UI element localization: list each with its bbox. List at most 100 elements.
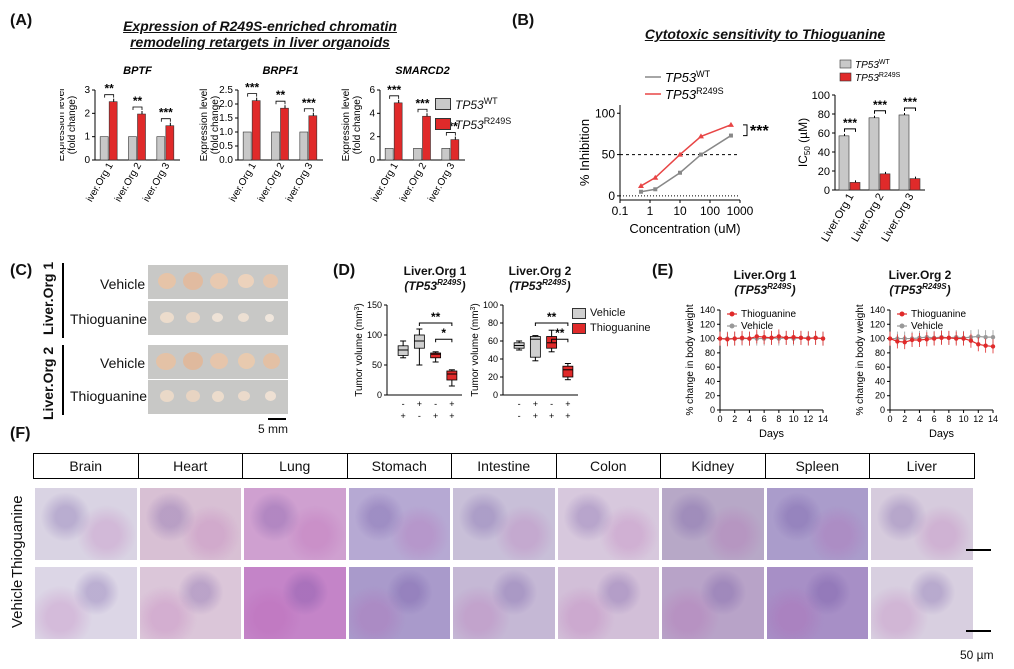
- bar: [838, 135, 850, 191]
- y-tick-label: 80: [875, 348, 885, 358]
- data-point: [776, 334, 782, 339]
- legend-marker: [729, 323, 735, 329]
- x-tick-label: 10: [789, 414, 799, 424]
- tumor: [212, 313, 223, 322]
- y-tick-label: 60: [705, 362, 715, 372]
- x-axis-label: Days: [759, 428, 785, 440]
- tissue-header-heart: Heart: [137, 453, 243, 479]
- ic50-unit: (µM): [796, 118, 810, 146]
- histology-vehicle-heart: [139, 567, 241, 639]
- y-tick-label: 2: [84, 108, 90, 119]
- x-tick-vehicle: -: [518, 411, 521, 421]
- legend-wt-swatch: [435, 98, 451, 110]
- y-axis-label: IC50 (µM): [796, 118, 812, 167]
- legend-label: Thioguanine: [741, 309, 796, 320]
- data-point: [917, 337, 922, 343]
- group2-label: Liver.Org 2: [40, 346, 56, 420]
- c-thio-label-1: Thioguanine: [70, 311, 148, 327]
- histology-vehicle-brain: [35, 567, 137, 639]
- x-tick-vehicle: +: [533, 411, 538, 421]
- histology-thioguanine-liver: [871, 488, 973, 560]
- sig-bracket: [551, 338, 569, 343]
- d-org2-title-text: Liver.Org 2: [508, 264, 572, 278]
- y-tick-label: 0: [608, 189, 615, 203]
- data-point: [820, 336, 826, 341]
- f-vehicle-row-label: Vehicle: [9, 579, 26, 628]
- legend-sup: WT: [879, 59, 891, 66]
- legend-sup: R249S: [696, 86, 724, 96]
- x-tick-label: 12: [803, 414, 813, 424]
- x-tick-vehicle: -: [418, 411, 421, 421]
- data-point: [976, 342, 981, 347]
- e-org1-genotype-sup: R249S: [767, 282, 792, 291]
- bar: [422, 115, 431, 161]
- tissue-header-liver: Liver: [869, 453, 975, 479]
- y-tick-label: 80: [488, 318, 498, 328]
- x-tick-thio: +: [533, 399, 538, 409]
- bar: [441, 148, 451, 161]
- legend-wt: TP53WT: [435, 96, 511, 112]
- y-tick-label: 2.0: [219, 99, 233, 110]
- data-point: [717, 336, 723, 341]
- bar: [280, 107, 289, 161]
- legend-gene: TP53: [855, 60, 879, 71]
- d-legend-thio-text: Thioguanine: [590, 322, 651, 334]
- bar: [879, 173, 891, 191]
- data-point: [769, 335, 774, 341]
- legend-mut: TP53R249S: [435, 116, 511, 132]
- x-tick-label: 8: [946, 414, 951, 424]
- y-tick-label: 0: [880, 405, 885, 415]
- panel-a-legend: TP53WT TP53R249S: [435, 96, 511, 132]
- tumor: [160, 312, 174, 323]
- legend-gene: TP53: [665, 87, 697, 102]
- d-legend-vehicle-text: Vehicle: [590, 307, 626, 319]
- histology-thioguanine-brain: [35, 488, 137, 560]
- tumor: [183, 272, 203, 290]
- y-tick-label: 80: [818, 109, 830, 121]
- histology-thioguanine-lung: [244, 488, 346, 560]
- histology-vehicle-kidney: [662, 567, 764, 639]
- data-point: [939, 335, 944, 341]
- y-tick-label: 6: [369, 85, 375, 96]
- d-legend-thio: Thioguanine: [572, 322, 651, 334]
- data-point: [754, 334, 759, 339]
- y-axis-label: Expression level(fold change): [341, 89, 363, 162]
- y-tick-label: 40: [705, 376, 715, 386]
- panel-d-label: (D): [333, 262, 356, 279]
- sig-bracket: [247, 93, 258, 97]
- scale-label-f: 50 µm: [960, 648, 994, 662]
- data-point: [946, 335, 952, 341]
- bar: [165, 125, 175, 161]
- y-tick-label: 150: [367, 300, 382, 310]
- sig-label: **: [547, 310, 557, 324]
- sig-label: **: [133, 94, 143, 108]
- bar: [242, 131, 252, 161]
- tumor: [160, 390, 174, 402]
- legend-wt-sup: WT: [483, 96, 498, 106]
- data-point: [725, 337, 730, 342]
- d-org2-genotype-sup: R249S: [542, 278, 567, 287]
- tumor: [186, 312, 200, 323]
- sig-label: ***: [245, 81, 259, 95]
- scale-bar-f-top: [966, 549, 991, 551]
- d-legend-vehicle: Vehicle: [572, 307, 651, 319]
- x-tick-label: 6: [932, 414, 937, 424]
- y-axis-label-line1: Expression level: [199, 89, 210, 162]
- y-axis-label: % Inhibition: [577, 119, 592, 186]
- tumor: [210, 353, 228, 369]
- legend-label: TP53R249S: [665, 86, 724, 102]
- sig-bracket: [534, 322, 569, 326]
- data-point: [732, 336, 737, 341]
- d-legend-thio-swatch: [572, 322, 586, 334]
- chart-title: BPTF: [123, 65, 152, 77]
- bar: [393, 102, 403, 161]
- data-point: [976, 334, 981, 339]
- y-tick-label: 100: [870, 334, 885, 344]
- sig-label: ***: [387, 83, 401, 97]
- y-tick-label: 0: [710, 405, 715, 415]
- tissue-header-brain: Brain: [33, 453, 139, 479]
- data-point: [990, 344, 996, 349]
- sig-bracket: [303, 108, 314, 112]
- tumor-photo-vehicle-2: [148, 345, 288, 379]
- data-point: [895, 339, 900, 344]
